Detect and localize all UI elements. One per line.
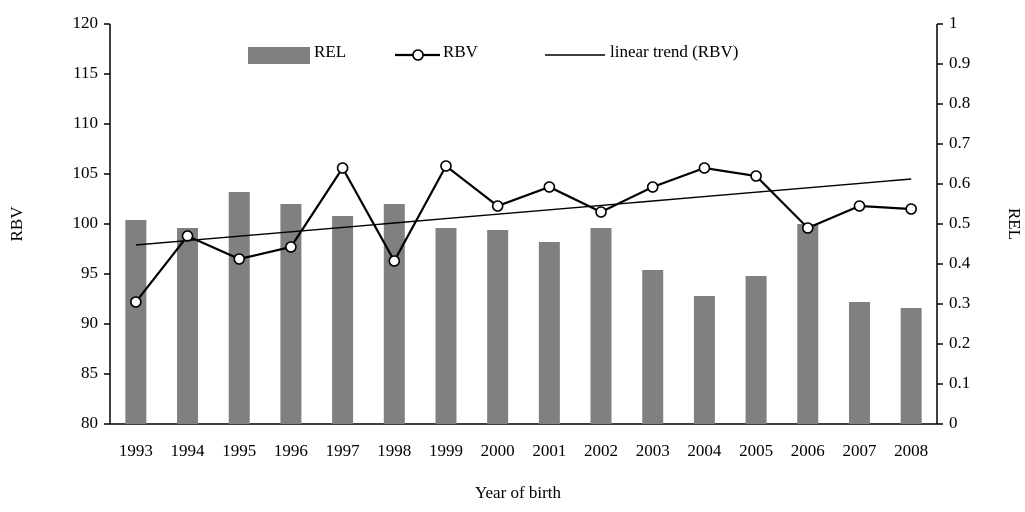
y2-tick-label: 0.5	[949, 213, 970, 232]
x-tick-label: 1997	[326, 441, 361, 460]
y2-tick-label: 0.9	[949, 53, 970, 72]
y2-tick-label: 0.8	[949, 93, 970, 112]
bar	[383, 204, 405, 424]
x-tick-label: 1998	[377, 441, 411, 460]
x-tick-label: 1999	[429, 441, 463, 460]
data-line	[134, 164, 912, 303]
x-tick-label: 2005	[739, 441, 773, 460]
bar	[538, 242, 560, 424]
bar	[332, 216, 354, 424]
marker	[233, 253, 246, 265]
x-tick-label: 2008	[894, 441, 928, 460]
legend-marker	[412, 49, 424, 61]
bar	[435, 228, 457, 424]
y2-tick-label: 0.1	[949, 373, 970, 392]
bar	[693, 296, 715, 424]
x-tick-label: 1996	[274, 441, 308, 460]
legend-swatch	[248, 47, 310, 64]
x-tick-label: 2004	[687, 441, 722, 460]
x-tick-label: 1994	[171, 441, 206, 460]
y2-tick-label: 0.6	[949, 173, 970, 192]
marker	[388, 255, 401, 267]
bar	[177, 228, 199, 424]
marker	[181, 230, 194, 242]
marker	[646, 181, 659, 193]
marker	[130, 296, 142, 308]
bar	[848, 302, 870, 424]
bar	[797, 224, 819, 424]
marker	[853, 200, 866, 212]
trend-line	[135, 178, 912, 246]
x-tick-label: 2007	[842, 441, 877, 460]
y-tick-label: 110	[73, 113, 98, 132]
x-axis-label: Year of birth	[475, 483, 562, 502]
x-tick-label: 2001	[532, 441, 566, 460]
legend-label: linear trend (RBV)	[610, 42, 738, 61]
marker	[336, 162, 349, 174]
bar	[125, 220, 147, 424]
y-tick-label: 95	[81, 263, 98, 282]
y2-tick-label: 0.3	[949, 293, 970, 312]
y-tick-label: 85	[81, 363, 98, 382]
y-tick-label: 120	[73, 13, 99, 32]
x-tick-label: 2000	[481, 441, 515, 460]
bar	[280, 204, 302, 424]
x-tick-label: 1993	[119, 441, 153, 460]
bar	[590, 228, 612, 424]
marker	[595, 206, 607, 218]
marker	[801, 222, 814, 234]
bar	[642, 270, 664, 424]
y2-tick-label: 0.7	[949, 133, 971, 152]
marker	[750, 170, 762, 182]
bar	[900, 308, 922, 424]
x-tick-label: 1995	[222, 441, 256, 460]
y2-axis-label: REL	[1005, 208, 1024, 240]
y2-tick-label: 0	[949, 413, 958, 432]
y2-tick-label: 1	[949, 13, 958, 32]
marker	[905, 203, 917, 215]
y-tick-label: 80	[81, 413, 98, 432]
marker	[698, 162, 711, 174]
legend-label: RBV	[443, 42, 479, 61]
y-tick-label: 90	[81, 313, 98, 332]
marker	[440, 160, 452, 172]
y-axis-label: RBV	[7, 206, 26, 242]
x-tick-label: 2002	[584, 441, 618, 460]
y2-tick-label: 0.4	[949, 253, 971, 272]
bar	[745, 276, 767, 424]
x-tick-label: 2003	[636, 441, 670, 460]
marker	[285, 241, 297, 253]
y-tick-label: 115	[73, 63, 98, 82]
bar	[228, 192, 250, 424]
x-tick-label: 2006	[791, 441, 825, 460]
y-tick-label: 105	[73, 163, 99, 182]
y-tick-label: 100	[73, 213, 99, 232]
marker	[491, 200, 504, 212]
y2-tick-label: 0.2	[949, 333, 970, 352]
bar	[487, 230, 509, 424]
marker	[543, 181, 556, 193]
legend-label: REL	[314, 42, 346, 61]
